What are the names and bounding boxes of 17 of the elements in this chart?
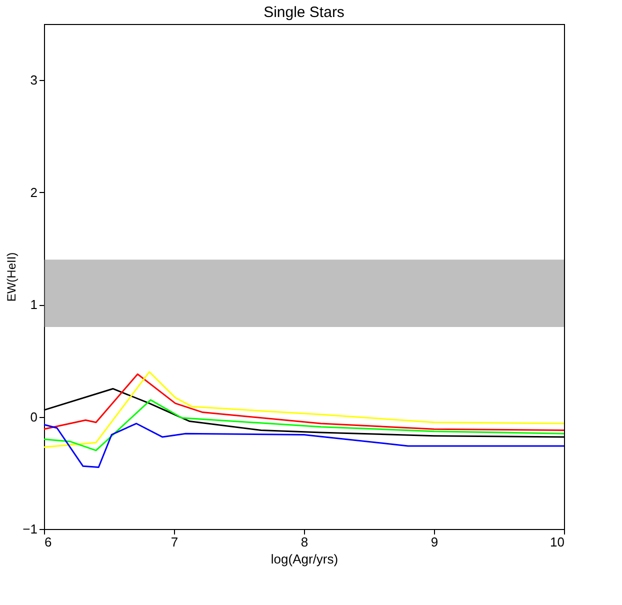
x-tick-label: 6 [44,534,52,550]
y-tick-label: −1 [22,522,38,536]
y-axis-title: EW(HeII) [4,252,19,302]
line-series [43,422,565,468]
x-axis-title: log(Agr/yrs) [270,552,338,566]
line-series [43,399,565,452]
x-tick-label: 9 [430,534,438,550]
line-series [43,371,565,448]
chart-title: Single Stars [264,4,344,21]
y-tick-label: 1 [30,297,38,312]
x-tick-label: 8 [300,534,308,550]
x-tick-label: 7 [170,534,178,550]
x-tick-label: 10 [550,534,564,550]
y-tick-label: 3 [30,72,38,88]
line-series [43,373,565,431]
y-tick-label: 0 [30,409,38,424]
y-tick-label: 2 [30,184,38,200]
